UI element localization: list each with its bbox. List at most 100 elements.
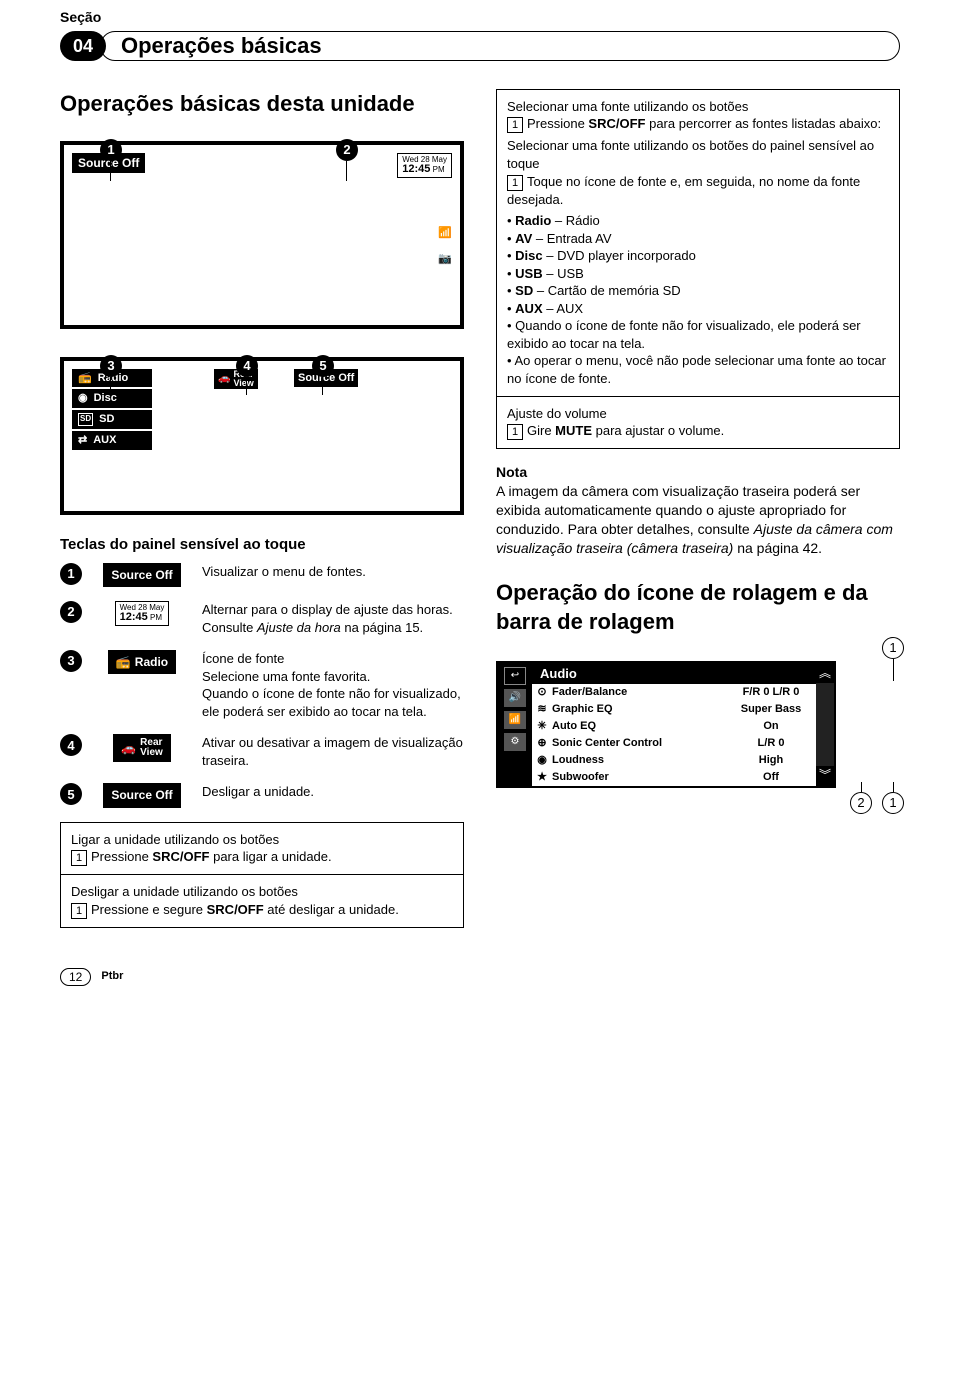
ring-1-top: 1 [882,637,904,659]
row-label: Subwoofer [552,770,726,785]
section-number: 04 [60,31,106,61]
radio-icon: 📻 [116,654,131,670]
key-icon-source-off-2[interactable]: Source Off [103,783,180,807]
key-desc-1: Visualizar o menu de fontes. [202,563,464,581]
key-num-2: 2 [60,601,82,623]
key-desc-3: Ícone de fonte Selecione uma fonte favor… [202,650,464,720]
key-desc-5: Desligar a unidade. [202,783,464,801]
section-header: 04 Operações básicas [60,31,900,61]
car-icon: 🚗 [121,740,136,756]
row-icon: ⊙ [532,685,552,700]
row-value: Off [726,770,816,785]
section-title: Operações básicas [100,31,900,61]
key-icon-radio[interactable]: 📻Radio [108,650,176,674]
row-value: L/R 0 [726,736,816,751]
gear-icon[interactable]: ⚙ [504,733,526,751]
clock-time: 12:45 [402,163,430,175]
row-icon: ★ [532,770,552,785]
clock-box[interactable]: Wed 28 May 12:45 PM [397,153,452,178]
car-icon: 🚗 [218,372,230,386]
display-source-list: 📻Radio ◉Disc SDSD ⇄AUX 🚗 RearView Source… [60,357,464,515]
audio-menu: ↩ 🔊 📶 ⚙ Audio ⊙Fader/BalanceF/R 0 L/R 0≋… [496,661,836,788]
clock-ampm: PM [433,165,445,174]
audio-title: Audio [532,663,816,685]
camera-icon[interactable]: 📷 [436,251,454,269]
row-value: High [726,753,816,768]
key-icon-source-off[interactable]: Source Off [103,563,180,587]
box-power-off: Desligar a unidade utilizando os botões … [60,875,464,928]
step-1-icon: 1 [71,850,87,866]
source-aux[interactable]: ⇄AUX [72,431,152,450]
key-row-5: 5 Source Off Desligar a unidade. [60,783,464,807]
key-row-2: 2 Wed 28 May 12:45 PM Alternar para o di… [60,601,464,636]
heading-unit-ops: Operações básicas desta unidade [60,89,464,119]
radio-icon: 📻 [78,371,92,386]
row-label: Auto EQ [552,719,726,734]
scroll-up-icon[interactable]: ︽ [816,663,834,683]
back-icon[interactable]: ↩ [504,667,526,685]
audio-row[interactable]: ◉LoudnessHigh [532,752,816,769]
source-sd[interactable]: SDSD [72,410,152,429]
page-footer: 12 Ptbr [60,968,900,986]
row-icon: ◉ [532,753,552,768]
row-value: F/R 0 L/R 0 [726,685,816,700]
side-icons: 📶 📷 [436,225,454,269]
ring-2-bottom: 2 [850,792,872,814]
callout-2: 2 [336,139,358,161]
audio-row[interactable]: ≋Graphic EQSuper Bass [532,701,816,718]
scroll-track[interactable] [816,683,834,766]
audio-side-icons: ↩ 🔊 📶 ⚙ [498,663,532,786]
key-desc-4: Ativar ou desativar a imagem de visualiz… [202,734,464,769]
display-source-off: Source Off Wed 28 May 12:45 PM 📶 📷 [60,141,464,329]
power-on-title: Ligar a unidade utilizando os botões [71,831,453,849]
section-label: Seção [60,0,900,27]
audio-row[interactable]: ✳Auto EQOn [532,718,816,735]
power-off-title: Desligar a unidade utilizando os botões [71,883,453,901]
key-num-3: 3 [60,650,82,672]
aux-icon: ⇄ [78,433,87,448]
key-num-4: 4 [60,734,82,756]
keys-heading: Teclas do painel sensível ao toque [60,535,464,555]
source-disc[interactable]: ◉Disc [72,389,152,408]
callout-5: 5 [312,355,334,377]
heading-scroll-op: Operação do ícone de rolagem e da barra … [496,578,900,637]
key-icon-rear-view[interactable]: 🚗RearView [113,734,171,762]
audio-row[interactable]: ⊕Sonic Center ControlL/R 0 [532,735,816,752]
callout-3: 3 [100,355,122,377]
row-icon: ⊕ [532,736,552,751]
row-icon: ✳ [532,719,552,734]
note-label: Nota [496,463,900,482]
scroll-down-icon[interactable]: ︾ [816,766,834,786]
row-label: Loudness [552,753,726,768]
step-1-icon: 1 [507,175,523,191]
step-1-icon: 1 [507,117,523,133]
row-label: Sonic Center Control [552,736,726,751]
row-label: Graphic EQ [552,702,726,717]
note-body: A imagem da câmera com visualização tras… [496,482,900,558]
box-power-on: Ligar a unidade utilizando os botões 1Pr… [60,822,464,876]
step-1-icon: 1 [71,903,87,919]
ring-1-bottom: 1 [882,792,904,814]
sd-icon: SD [78,413,93,426]
antenna-icon[interactable]: 📶 [436,225,454,243]
select-src-touch-title: Selecionar uma fonte utilizando os botõe… [507,137,889,172]
key-row-3: 3 📻Radio Ícone de fonte Selecione uma fo… [60,650,464,720]
step-1-icon: 1 [507,424,523,440]
key-icon-clock[interactable]: Wed 28 May 12:45 PM [115,601,170,626]
row-value: On [726,719,816,734]
audio-row[interactable]: ⊙Fader/BalanceF/R 0 L/R 0 [532,684,816,701]
key-row-1: 1 Source Off Visualizar o menu de fontes… [60,563,464,587]
audio-row[interactable]: ★SubwooferOff [532,769,816,786]
source-list: 📻Radio ◉Disc SDSD ⇄AUX [72,369,152,450]
key-num-1: 1 [60,563,82,585]
callout-1: 1 [100,139,122,161]
row-icon: ≋ [532,702,552,717]
speaker-icon[interactable]: 🔊 [504,689,526,707]
key-row-4: 4 🚗RearView Ativar ou desativar a imagem… [60,734,464,769]
lang-label: Ptbr [101,969,123,984]
box-volume: Ajuste do volume 1Gire MUTE para ajustar… [496,397,900,450]
antenna-icon[interactable]: 📶 [504,711,526,729]
scrollbar[interactable]: ︽ ︾ [816,663,834,786]
disc-icon: ◉ [78,391,88,406]
source-bullet-list: Radio – Rádio AV – Entrada AV Disc – DVD… [507,212,889,387]
